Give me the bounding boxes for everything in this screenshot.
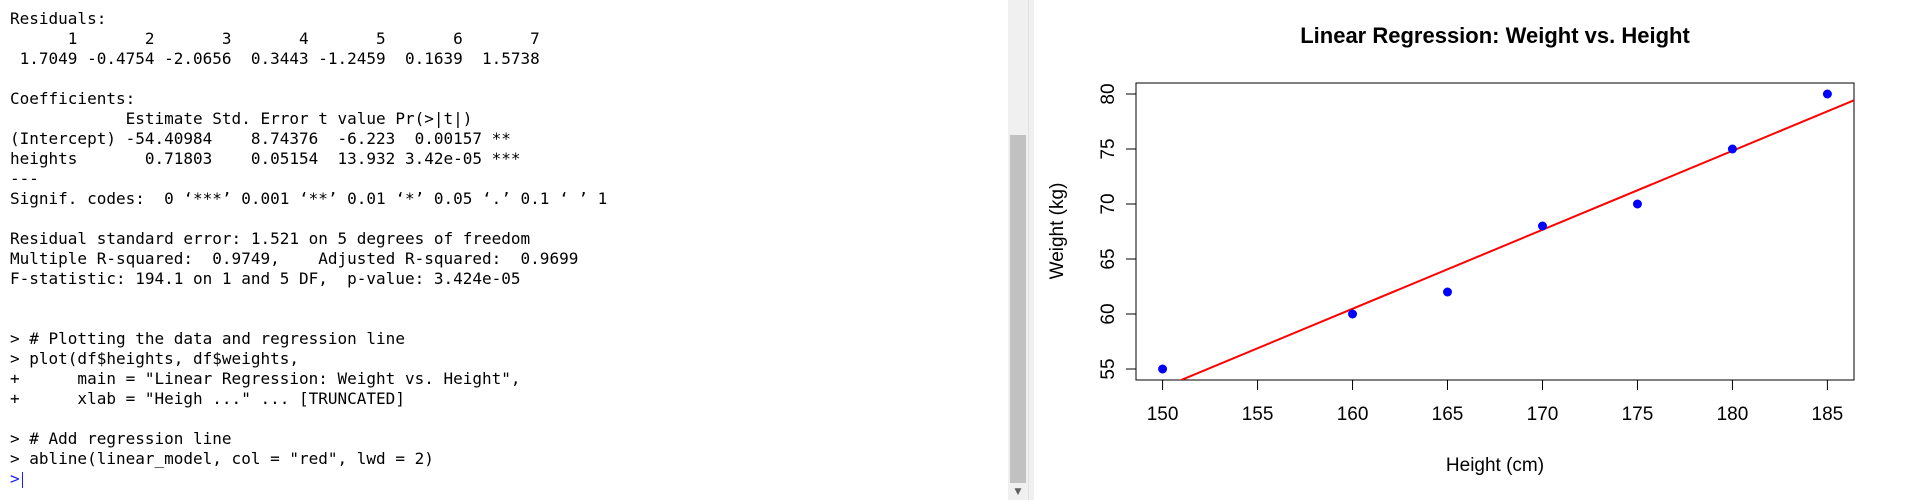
regression-line-group xyxy=(1178,99,1854,380)
console-line: --- xyxy=(10,169,39,188)
data-point xyxy=(1443,287,1453,297)
plot-pane: Linear Regression: Weight vs. Height 150… xyxy=(1034,0,1905,500)
x-tick-label: 150 xyxy=(1147,404,1179,425)
x-axis-label: Height (cm) xyxy=(1446,455,1544,476)
console-line xyxy=(10,69,607,89)
plot-box xyxy=(1135,82,1855,381)
console-prompt[interactable]: > xyxy=(10,469,607,489)
y-tick-label: 80 xyxy=(1098,83,1119,104)
data-point xyxy=(1348,309,1358,319)
y-tick-label: 65 xyxy=(1098,248,1119,269)
x-tick-label: 180 xyxy=(1717,404,1749,425)
x-tick-label: 175 xyxy=(1622,404,1654,425)
x-tick-label: 155 xyxy=(1242,404,1274,425)
chart-title: Linear Regression: Weight vs. Height xyxy=(1300,23,1690,48)
y-tick-label: 55 xyxy=(1098,358,1119,379)
scatter-plot: Linear Regression: Weight vs. Height 150… xyxy=(1047,23,1855,476)
console-line: Residual standard error: 1.521 on 5 degr… xyxy=(10,229,531,248)
console-line: (Intercept) -54.40984 8.74376 -6.223 0.0… xyxy=(10,129,521,148)
console-line: Multiple R-squared: 0.9749, Adjusted R-s… xyxy=(10,249,588,268)
y-axis-label: Weight (kg) xyxy=(1047,183,1068,280)
x-axis: 150 155 160 165 170 175 180 185 xyxy=(1147,379,1844,425)
y-tick-label: 60 xyxy=(1098,303,1119,324)
scroll-down-arrow-icon[interactable]: ▼ xyxy=(1014,487,1022,497)
console-line: + main = "Linear Regression: Weight vs. … xyxy=(10,369,521,388)
console-line: Estimate Std. Error t value Pr(>|t|) xyxy=(10,109,511,128)
console-output: Residuals: 1 2 3 4 5 6 7 1.7049 -0.4754 … xyxy=(10,9,607,489)
x-tick-label: 185 xyxy=(1812,404,1844,425)
console-line xyxy=(10,209,607,229)
console-line: heights 0.71803 0.05154 13.932 3.42e-05 … xyxy=(10,149,521,168)
console-line: Coefficients: xyxy=(10,89,136,108)
x-tick-label: 170 xyxy=(1527,404,1559,425)
console-line: > # Plotting the data and regression lin… xyxy=(10,329,405,348)
console-line: > abline(linear_model, col = "red", lwd … xyxy=(10,449,434,468)
scrollbar-thumb[interactable] xyxy=(1010,135,1026,483)
console-line: Signif. codes: 0 ‘***’ 0.001 ‘**’ 0.01 ‘… xyxy=(10,189,608,208)
regression-line xyxy=(1178,99,1854,380)
y-tick-label: 75 xyxy=(1098,138,1119,159)
console-line: 1.7049 -0.4754 -2.0656 0.3443 -1.2459 0.… xyxy=(10,49,550,68)
y-tick-label: 70 xyxy=(1098,193,1119,214)
console-line: Residuals: xyxy=(10,9,107,28)
y-axis: 55 60 65 70 75 80 xyxy=(1098,83,1137,380)
pane-divider[interactable] xyxy=(1028,0,1035,500)
console-line: > # Add regression line xyxy=(10,429,232,448)
console-line xyxy=(10,409,607,429)
r-console[interactable]: Residuals: 1 2 3 4 5 6 7 1.7049 -0.4754 … xyxy=(0,0,1008,500)
data-point xyxy=(1822,89,1832,99)
data-point xyxy=(1537,221,1547,231)
console-line xyxy=(10,289,607,309)
data-points xyxy=(1158,89,1832,374)
prompt-symbol: > xyxy=(10,469,20,488)
console-line: + xlab = "Heigh ..." ... [TRUNCATED] xyxy=(10,389,415,408)
data-point xyxy=(1727,144,1737,154)
data-point xyxy=(1632,199,1642,209)
console-scrollbar[interactable]: ▼ xyxy=(1008,0,1028,500)
console-line xyxy=(10,309,607,329)
console-line: 1 2 3 4 5 6 7 xyxy=(10,29,550,48)
text-cursor xyxy=(21,471,23,488)
x-tick-label: 165 xyxy=(1432,404,1464,425)
console-line: > plot(df$heights, df$weights, xyxy=(10,349,299,368)
x-tick-label: 160 xyxy=(1337,404,1369,425)
console-line: F-statistic: 194.1 on 1 and 5 DF, p-valu… xyxy=(10,269,521,288)
data-point xyxy=(1158,364,1168,374)
